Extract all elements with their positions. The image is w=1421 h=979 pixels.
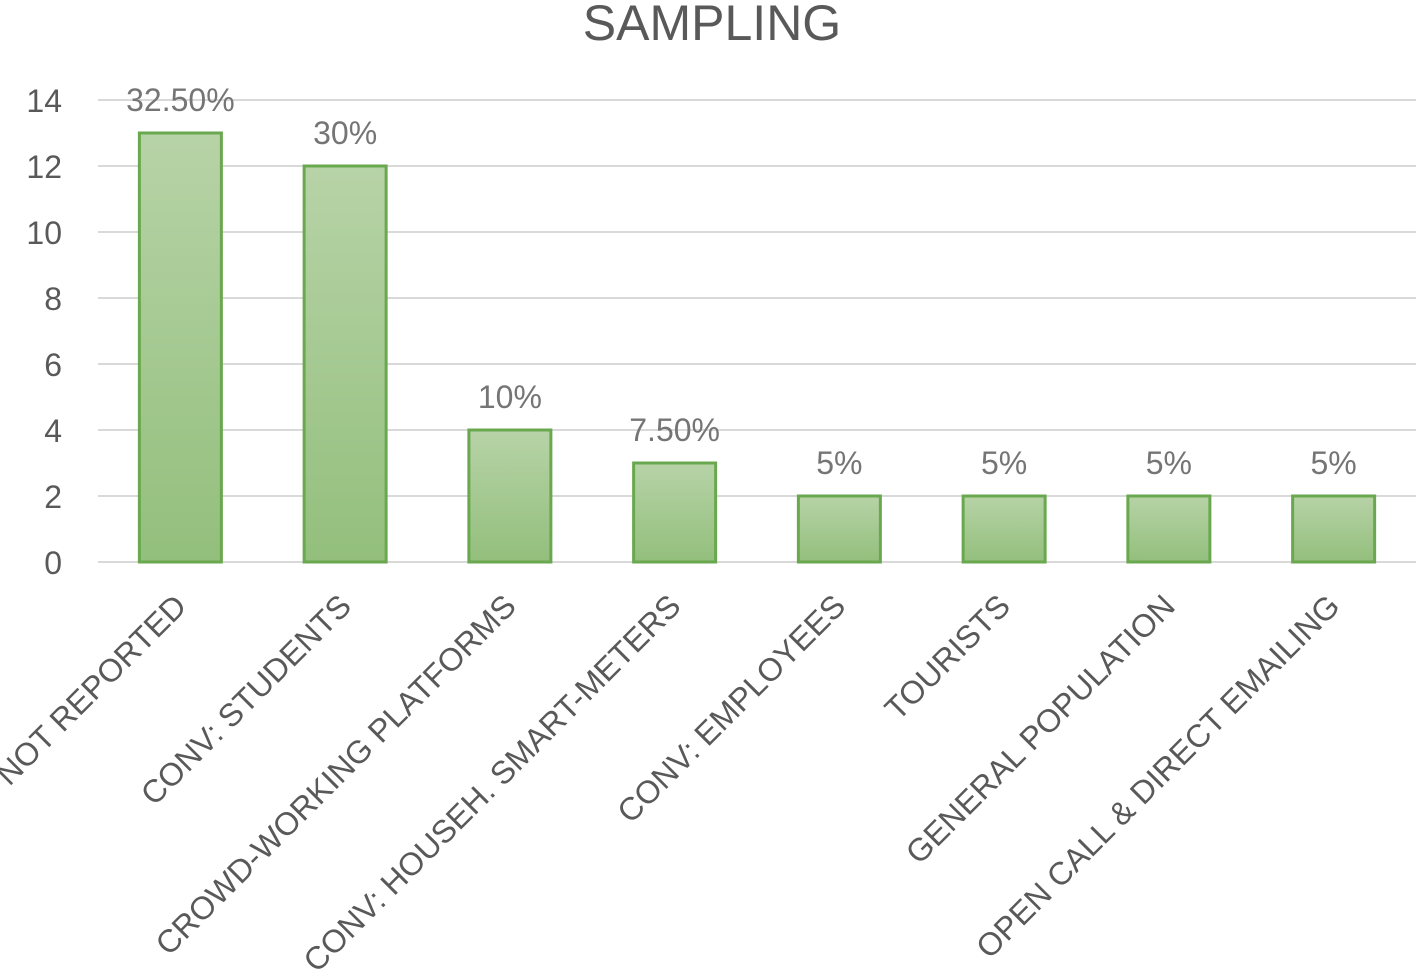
data-labels: 32.50% 30% 10% 7.50% 5% 5% 5% 5%: [126, 82, 1357, 481]
category-label: TOURISTS: [878, 587, 1017, 726]
bar: [632, 461, 718, 564]
data-label: 5%: [1311, 445, 1357, 481]
data-label: 5%: [1146, 445, 1192, 481]
bar: [137, 131, 223, 564]
bars: [137, 131, 1377, 564]
y-tick-label: 10: [26, 215, 62, 251]
y-tick-label: 2: [44, 479, 62, 515]
data-label: 7.50%: [629, 412, 720, 448]
y-axis-tick-labels: 0 2 4 6 8 10 12 14: [26, 83, 62, 581]
category-label: CROWD-WORKING PLATFORMS: [148, 587, 522, 961]
category-label: CONV: HOUSEH. SMART-METERS: [296, 587, 687, 978]
y-tick-label: 4: [44, 413, 62, 449]
y-tick-label: 8: [44, 281, 62, 317]
y-tick-label: 12: [26, 149, 62, 185]
y-tick-label: 0: [44, 545, 62, 581]
data-label: 30%: [313, 115, 377, 151]
y-tick-label: 6: [44, 347, 62, 383]
category-label: GENERAL POPULATION: [899, 587, 1182, 870]
chart-title: SAMPLING: [583, 0, 841, 51]
data-label: 10%: [478, 379, 542, 415]
data-label: 5%: [816, 445, 862, 481]
category-label: OPEN CALL & DIRECT EMAILING: [969, 587, 1347, 965]
data-label: 32.50%: [126, 82, 235, 118]
data-label: 5%: [981, 445, 1027, 481]
bar: [1291, 494, 1377, 564]
bar: [961, 494, 1047, 564]
bar: [1126, 494, 1212, 564]
bar: [467, 428, 553, 564]
bar: [796, 494, 882, 564]
bar: [302, 164, 388, 564]
gridlines: [98, 99, 1416, 563]
y-tick-label: 14: [26, 83, 62, 119]
